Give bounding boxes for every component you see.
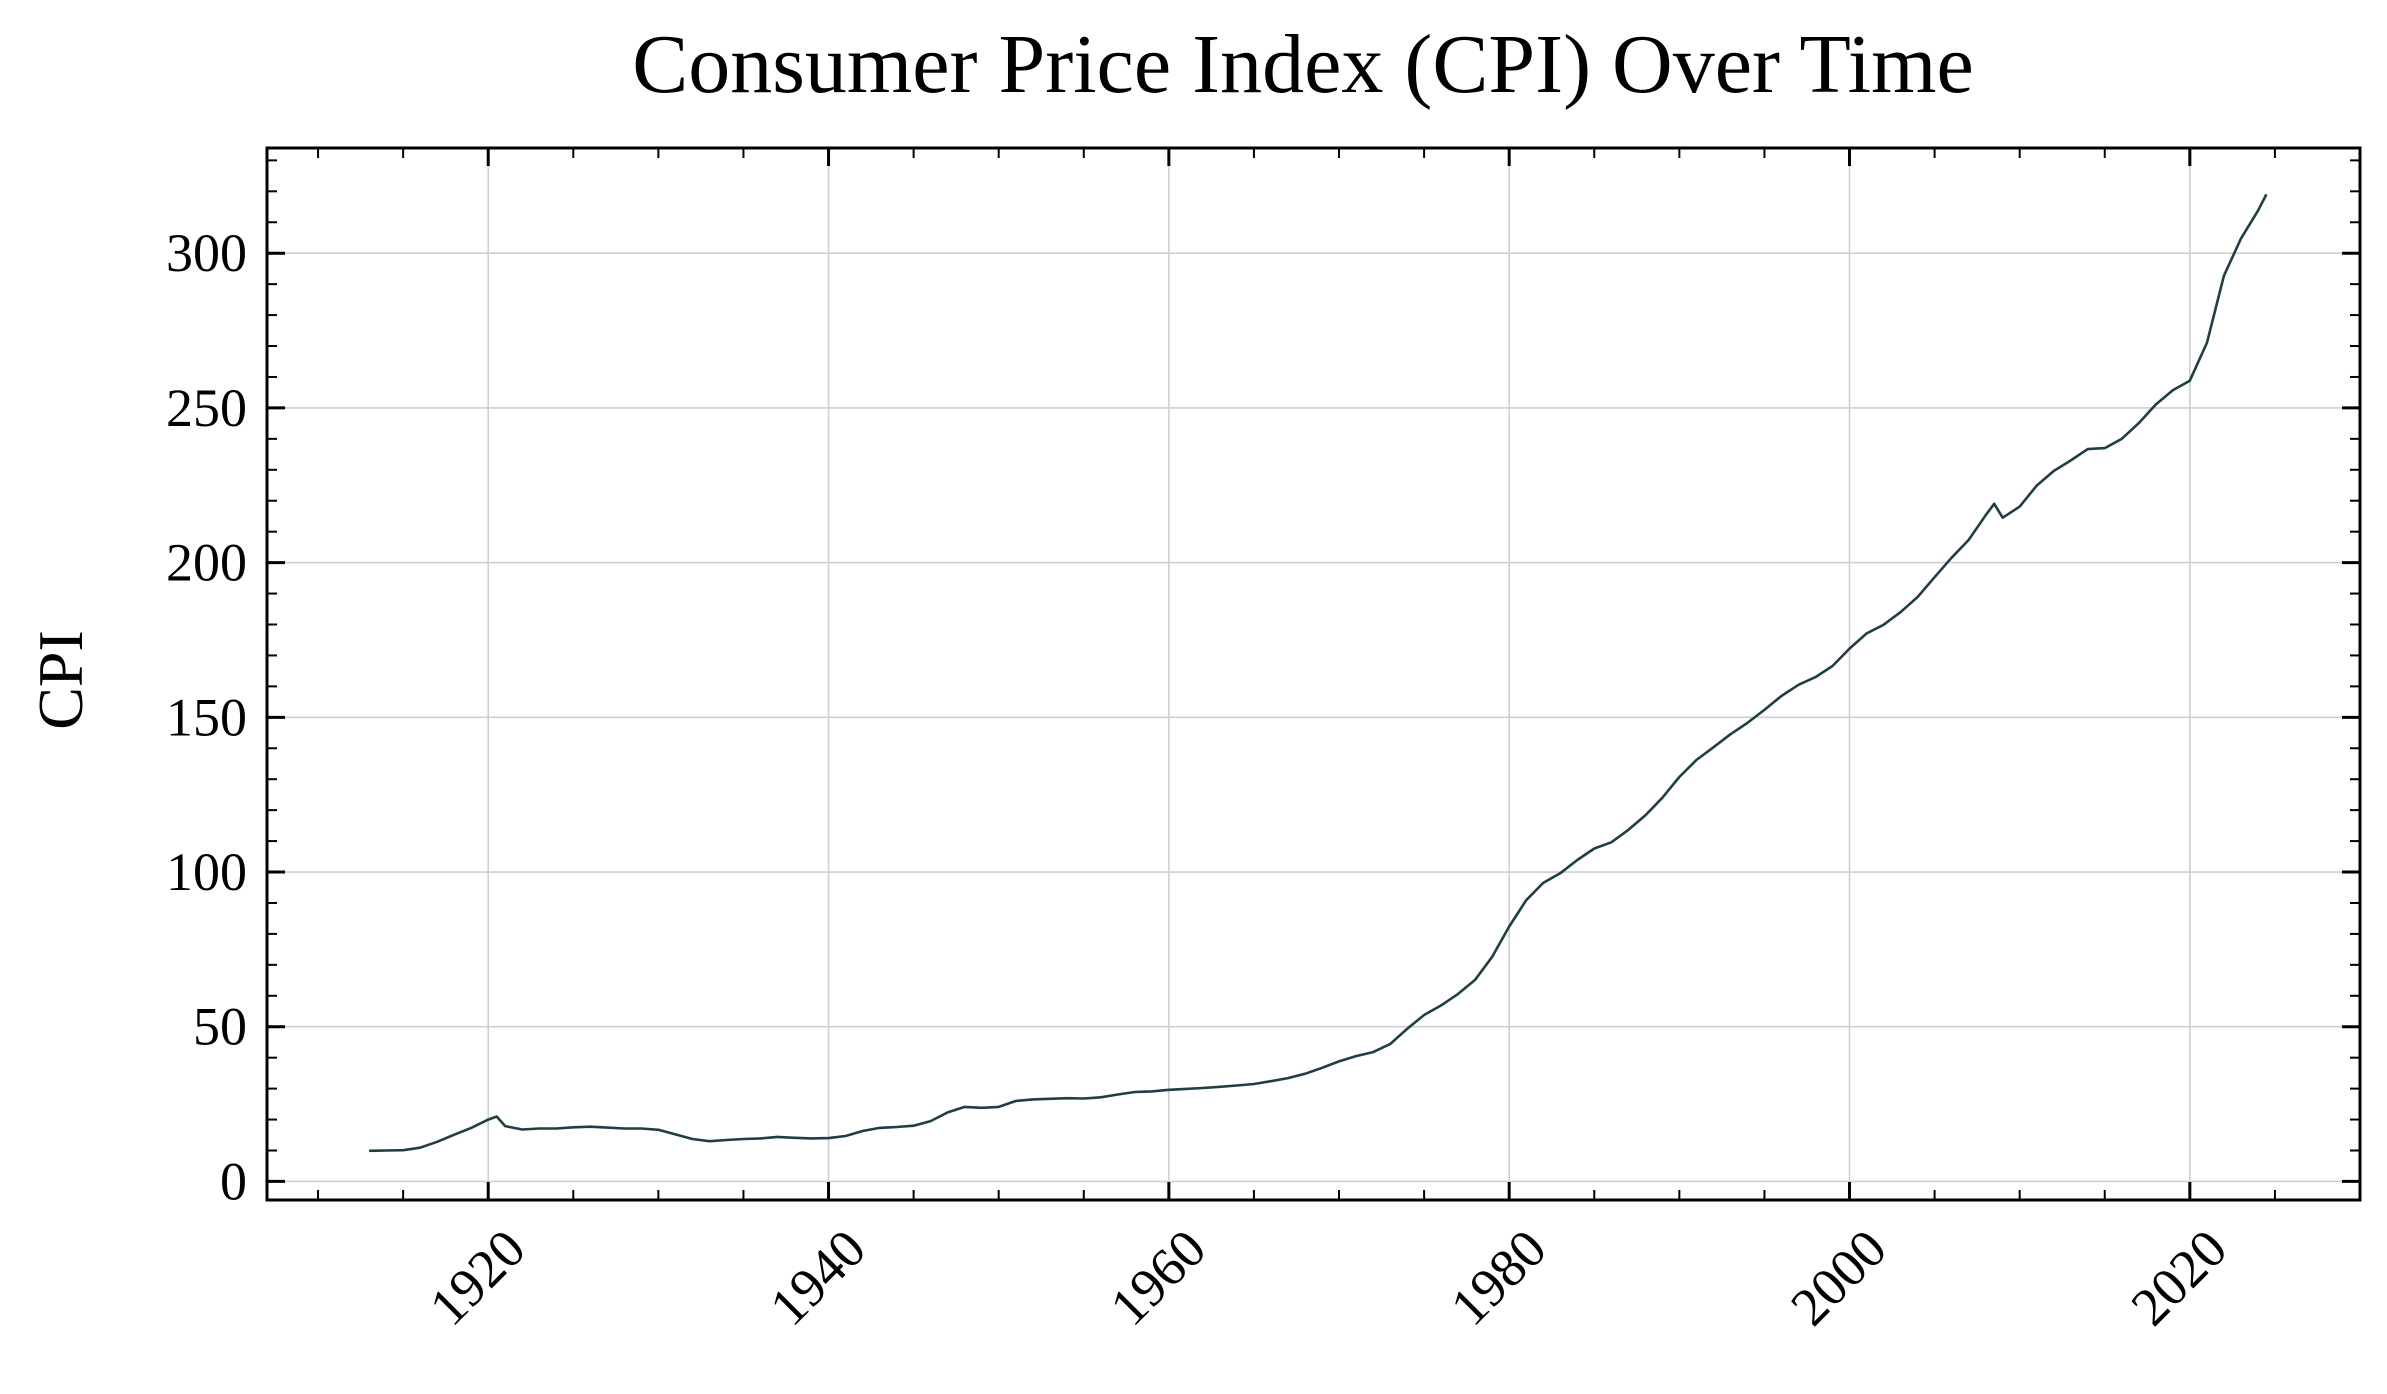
y-tick-label: 50 [193,997,247,1057]
x-tick-label: 2020 [2120,1218,2239,1337]
y-tick-label: 100 [166,842,247,902]
x-tick-label: 2000 [1779,1218,1898,1337]
grid-layer [267,148,2360,1200]
cpi-series-line [369,193,2268,1153]
tick-label-layer: 0 50 100 150 200 250 300 1920 1940 1960 1980 2000 20… [166,223,2238,1337]
tick-layer [267,148,2361,1200]
y-tick-label: 300 [166,223,247,283]
x-tick-label: 1920 [418,1218,537,1337]
y-tick-label: 150 [166,687,247,747]
x-tick-label: 1980 [1439,1218,1558,1337]
chart-title: Consumer Price Index (CPI) Over Time [632,18,1974,111]
y-tick-label: 0 [220,1151,247,1211]
y-tick-label: 250 [166,378,247,438]
y-tick-label: 200 [166,533,247,593]
x-tick-label: 1960 [1099,1218,1218,1337]
x-tick-label: 1940 [758,1218,877,1337]
y-axis-label: CPI [25,630,96,730]
series-layer [369,193,2268,1153]
plot-frame [265,146,2362,1202]
